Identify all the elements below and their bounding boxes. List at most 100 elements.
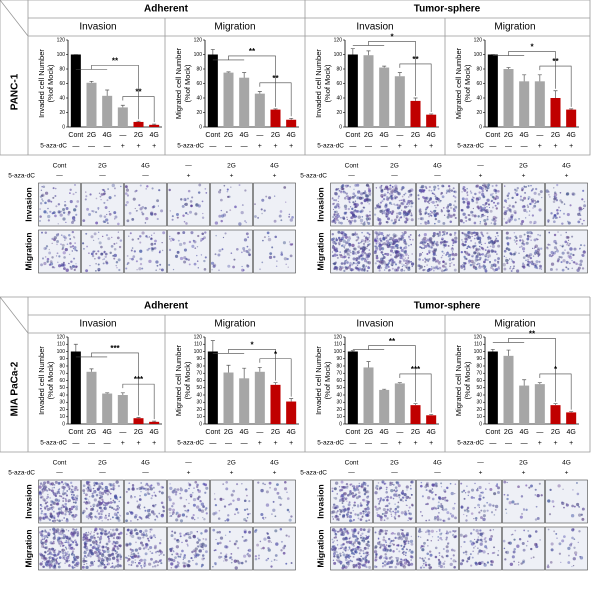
cell-dot	[470, 496, 474, 499]
cell-dot	[230, 561, 233, 564]
cell-dot	[173, 537, 177, 541]
cell-dot	[343, 196, 347, 200]
cell-dot	[243, 508, 247, 512]
condition-header: Tumor-sphere	[414, 4, 481, 15]
cell-dot	[483, 267, 485, 270]
cell-dot	[503, 249, 507, 253]
image-row-label: Migration	[23, 529, 33, 567]
cell-dot	[466, 187, 468, 190]
cell-dot	[376, 260, 378, 262]
cell-dot	[107, 536, 109, 538]
image-treatment-name: 5-aza-dC	[8, 173, 35, 180]
cell-dot	[71, 490, 75, 494]
condition-header: Adherent	[144, 4, 189, 15]
cell-dot	[172, 268, 175, 271]
cell-dot	[443, 233, 446, 236]
chart-title: Invasion	[356, 319, 393, 330]
cell-dot	[90, 235, 94, 239]
cell-dot	[70, 539, 73, 542]
error-bar	[397, 382, 402, 384]
cell-dot	[398, 261, 402, 264]
cell-dot	[389, 195, 393, 199]
cell-dot	[115, 260, 119, 264]
cell-dot	[214, 221, 219, 225]
bar	[519, 385, 530, 424]
significance-label: *	[554, 365, 558, 374]
cell-dot	[385, 541, 387, 544]
cell-dot	[103, 489, 107, 493]
cell-dot	[442, 508, 445, 512]
y-axis-label: (%of Mock)	[463, 361, 472, 399]
cell-dot	[356, 235, 360, 239]
image-treatment-name: 5-aza-dC	[8, 470, 35, 477]
cell-dot	[229, 540, 231, 542]
cell-dot	[98, 541, 102, 544]
cell-dot	[54, 551, 57, 553]
cell-dot	[547, 219, 550, 222]
cell-dot	[139, 184, 142, 187]
cell-dot	[346, 261, 349, 264]
significance-bracket	[539, 373, 572, 410]
cell-dot	[339, 509, 342, 513]
cell-dot	[98, 241, 102, 245]
cell-dot	[144, 542, 148, 546]
image-column-label: 2G	[519, 460, 528, 467]
cell-dot	[223, 560, 225, 562]
cell-dot	[184, 199, 187, 201]
cell-dot	[406, 262, 409, 266]
cell-dot	[345, 259, 348, 261]
cell-dot	[366, 484, 370, 487]
cell-dot	[410, 214, 413, 217]
error-bar	[537, 382, 542, 385]
cell-dot	[183, 197, 187, 202]
cell-dot	[395, 481, 398, 484]
cell-dot	[366, 231, 369, 235]
cell-dot	[484, 258, 487, 261]
treatment-label: +	[136, 440, 140, 447]
cell-dot	[174, 254, 179, 258]
cell-dot	[530, 232, 534, 235]
cell-dot	[85, 493, 88, 497]
cell-dot	[50, 504, 52, 506]
cell-dot	[246, 516, 249, 519]
cell-dot	[187, 213, 189, 216]
cell-dot	[406, 203, 408, 205]
cell-dot	[478, 265, 482, 269]
cell-dot	[448, 209, 451, 212]
cell-dot	[397, 501, 400, 504]
cell-dot	[339, 216, 342, 219]
cell-dot	[107, 501, 110, 505]
y-tick-label: 100	[194, 52, 203, 58]
cell-dot	[189, 200, 193, 203]
cell-dot	[539, 268, 541, 270]
cell-dot	[44, 543, 47, 546]
cell-dot	[426, 238, 430, 242]
cell-dot	[131, 238, 134, 241]
cell-dot	[175, 513, 178, 516]
cell-dot	[85, 488, 88, 490]
cell-dot	[254, 215, 257, 218]
significance-bracket	[212, 349, 276, 381]
cell-dot	[558, 255, 561, 259]
cell-dot	[268, 235, 270, 238]
cell-dot	[406, 203, 409, 206]
cell-dot	[66, 483, 69, 486]
cell-dot	[52, 501, 57, 506]
error-bar	[242, 72, 247, 78]
cell-dot	[341, 485, 344, 488]
cell-dot	[441, 234, 444, 236]
cell-dot	[187, 197, 189, 200]
cell-dot	[61, 246, 65, 249]
cell-dot	[333, 199, 336, 202]
cell-dot	[218, 509, 221, 512]
cell-dot	[430, 211, 434, 214]
cell-dot	[404, 220, 408, 224]
cell-dot	[538, 253, 540, 256]
cell-dot	[420, 481, 423, 484]
y-tick-label: 20	[476, 407, 482, 413]
cell-dot	[556, 209, 559, 212]
cell-dot	[482, 213, 484, 216]
y-tick-label: 90	[196, 356, 202, 362]
cell-dot	[352, 268, 355, 271]
cell-dot	[38, 485, 42, 489]
